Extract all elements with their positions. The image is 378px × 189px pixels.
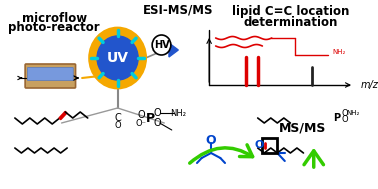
Text: P: P: [146, 112, 155, 125]
Text: ESI-MS/MS: ESI-MS/MS: [143, 4, 214, 16]
FancyBboxPatch shape: [25, 64, 76, 88]
Text: MS/MS: MS/MS: [279, 122, 326, 135]
Bar: [262, 138, 277, 153]
Text: photo-reactor: photo-reactor: [8, 20, 100, 33]
Text: O: O: [206, 133, 216, 146]
Text: UV: UV: [107, 51, 129, 65]
Text: NH₂: NH₂: [332, 49, 346, 55]
Text: NH₂: NH₂: [346, 110, 359, 116]
Text: O: O: [137, 110, 145, 120]
Text: HV: HV: [154, 40, 169, 50]
Text: O: O: [341, 115, 348, 125]
FancyBboxPatch shape: [28, 67, 73, 81]
Text: C: C: [114, 113, 121, 123]
Polygon shape: [169, 43, 178, 57]
Text: P: P: [333, 113, 341, 123]
Text: lipid C=C location: lipid C=C location: [232, 5, 349, 19]
Text: O: O: [154, 118, 161, 128]
Text: O: O: [114, 121, 121, 129]
Text: NH₂: NH₂: [170, 108, 186, 118]
Text: O⁻: O⁻: [135, 119, 146, 128]
Text: O: O: [255, 140, 264, 150]
FancyArrowPatch shape: [190, 145, 253, 163]
Text: O: O: [341, 108, 348, 118]
Text: determination: determination: [243, 15, 338, 29]
Circle shape: [97, 36, 138, 80]
Circle shape: [90, 28, 146, 88]
Circle shape: [152, 35, 171, 55]
Text: m/z: m/z: [361, 80, 378, 90]
FancyArrowPatch shape: [304, 151, 324, 167]
Text: O: O: [154, 108, 161, 118]
Text: microflow: microflow: [22, 12, 87, 25]
